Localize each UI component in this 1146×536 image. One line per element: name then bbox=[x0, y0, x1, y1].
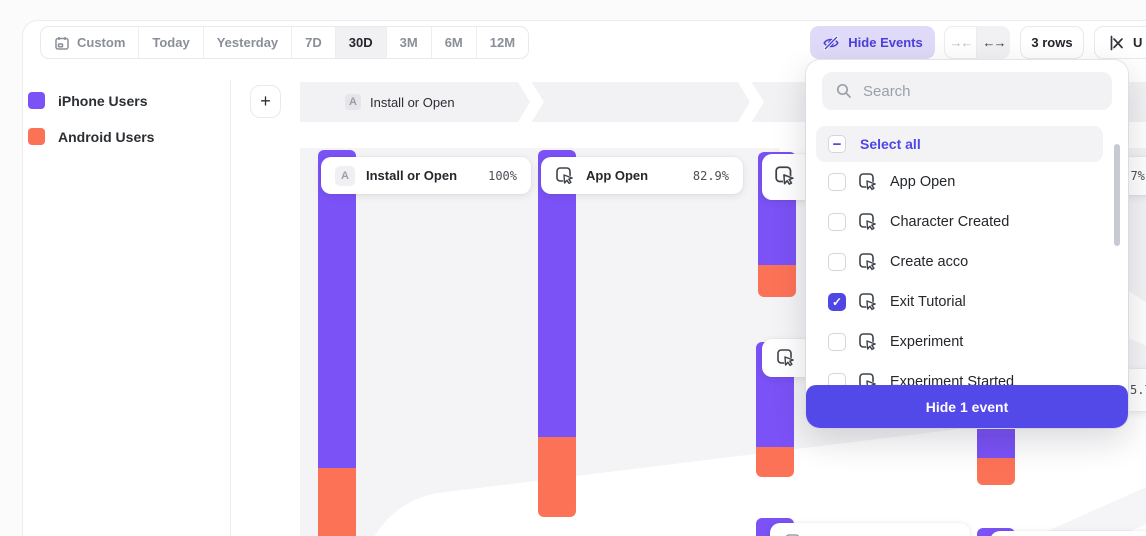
step-card-partial-row3b bbox=[990, 531, 1146, 536]
search-box[interactable] bbox=[822, 72, 1112, 110]
event-checkbox[interactable] bbox=[828, 333, 846, 351]
expand-columns-button[interactable]: ←→ bbox=[982, 35, 1007, 50]
date-range-30d[interactable]: 30D bbox=[335, 27, 387, 58]
chevron-separator bbox=[738, 82, 764, 122]
select-all-checkbox[interactable] bbox=[828, 135, 846, 153]
legend-label: iPhone Users bbox=[58, 92, 148, 109]
hide-event-action-button[interactable]: Hide 1 event bbox=[806, 385, 1128, 428]
users-button-label: U bbox=[1133, 35, 1143, 50]
eye-off-icon bbox=[822, 34, 840, 52]
legend-item-android[interactable]: Android Users bbox=[28, 128, 154, 145]
legend-label: Android Users bbox=[58, 128, 155, 145]
click-event-icon bbox=[858, 252, 878, 272]
step-badge: A bbox=[335, 165, 355, 186]
event-checkbox[interactable] bbox=[828, 173, 846, 191]
event-item-experiment[interactable]: Experiment bbox=[816, 322, 1103, 362]
date-range-group: Custom Today Yesterday 7D 30D 3M 6M 12M bbox=[40, 26, 530, 59]
date-range-today[interactable]: Today bbox=[139, 27, 204, 58]
hide-events-button[interactable]: Hide Events bbox=[810, 26, 935, 59]
event-checkbox[interactable] bbox=[828, 213, 846, 231]
step-title: App Open bbox=[586, 168, 649, 183]
sidebar-divider bbox=[230, 80, 231, 536]
event-checkbox[interactable] bbox=[828, 293, 846, 311]
step-card-app-open: App Open 82.9% bbox=[541, 157, 743, 194]
event-item-character-created[interactable]: Character Created bbox=[816, 202, 1103, 242]
date-range-6m[interactable]: 6M bbox=[432, 27, 477, 58]
add-step-button[interactable]: + bbox=[250, 85, 281, 118]
funnel-bar-step1-android[interactable] bbox=[318, 468, 356, 536]
conversion-value: 82.9% bbox=[692, 168, 729, 183]
funnel-bar-row2-step2-android[interactable] bbox=[977, 458, 1015, 485]
event-item-app-open[interactable]: App Open bbox=[816, 162, 1103, 202]
step-card-install-or-open: A Install or Open 100% bbox=[321, 157, 531, 194]
click-event-icon bbox=[858, 292, 878, 312]
select-all-label: Select all bbox=[860, 136, 921, 152]
android-color-chip bbox=[28, 128, 45, 145]
step-title: Install or Open bbox=[366, 168, 458, 183]
funnel-bar-step2-iphone[interactable] bbox=[538, 150, 576, 437]
event-item-create-acco[interactable]: Create acco bbox=[816, 242, 1103, 282]
rows-button[interactable]: 3 rows bbox=[1020, 26, 1084, 59]
click-event-icon bbox=[555, 166, 575, 186]
funnel-bar-row2-step1-android[interactable] bbox=[756, 447, 794, 477]
click-event-icon bbox=[858, 172, 878, 192]
event-label: Character Created bbox=[890, 214, 1010, 230]
date-range-label: Custom bbox=[77, 35, 126, 50]
iphone-color-chip bbox=[28, 92, 45, 109]
users-chart-button[interactable]: U bbox=[1094, 26, 1146, 59]
event-item-exit-tutorial[interactable]: Exit Tutorial bbox=[816, 282, 1103, 322]
conversion-value: 100% bbox=[488, 168, 517, 183]
chevron-separator bbox=[518, 82, 544, 122]
date-range-7d[interactable]: 7D bbox=[292, 27, 336, 58]
date-range-12m[interactable]: 12M bbox=[489, 35, 516, 50]
funnel-bar-step1-iphone[interactable] bbox=[318, 150, 356, 468]
event-label: Create acco bbox=[890, 254, 969, 270]
dropdown-scrollbar[interactable] bbox=[1114, 144, 1120, 246]
line-chart-icon bbox=[1107, 34, 1125, 52]
event-checkbox[interactable] bbox=[828, 253, 846, 271]
event-label: Exit Tutorial bbox=[890, 294, 966, 310]
column-width-toggle: →← ←→ bbox=[944, 26, 1010, 59]
strip-step-label: Install or Open bbox=[370, 94, 455, 110]
step-badge: A bbox=[345, 94, 361, 110]
funnel-bar-step3-android[interactable] bbox=[758, 265, 796, 297]
event-label: Experiment bbox=[890, 334, 964, 350]
click-event-icon bbox=[774, 165, 795, 186]
calendar-icon bbox=[54, 35, 70, 51]
date-range-yesterday[interactable]: Yesterday bbox=[204, 27, 293, 58]
collapse-columns-button[interactable]: →← bbox=[944, 26, 977, 59]
strip-step-install-or-open[interactable]: A Install or Open bbox=[345, 82, 455, 122]
date-range-3m[interactable]: 3M bbox=[387, 27, 432, 58]
date-range-custom[interactable]: Custom bbox=[41, 27, 140, 58]
hide-events-dropdown: Select all App Open Character Created Cr… bbox=[806, 60, 1128, 428]
hide-events-label: Hide Events bbox=[848, 35, 923, 50]
funnel-bar-step2-android[interactable] bbox=[538, 437, 576, 517]
click-event-icon bbox=[858, 332, 878, 352]
click-event-icon bbox=[858, 212, 878, 232]
search-icon bbox=[835, 82, 853, 100]
search-input[interactable] bbox=[863, 82, 1083, 100]
event-label: App Open bbox=[890, 174, 956, 190]
click-event-icon bbox=[776, 348, 796, 368]
step-card-partial-row3 bbox=[770, 523, 970, 536]
click-event-icon bbox=[784, 533, 804, 536]
legend-item-iphone[interactable]: iPhone Users bbox=[28, 92, 147, 109]
select-all-row[interactable]: Select all bbox=[816, 126, 1103, 162]
conversion-value: 5.7% bbox=[1130, 383, 1146, 397]
